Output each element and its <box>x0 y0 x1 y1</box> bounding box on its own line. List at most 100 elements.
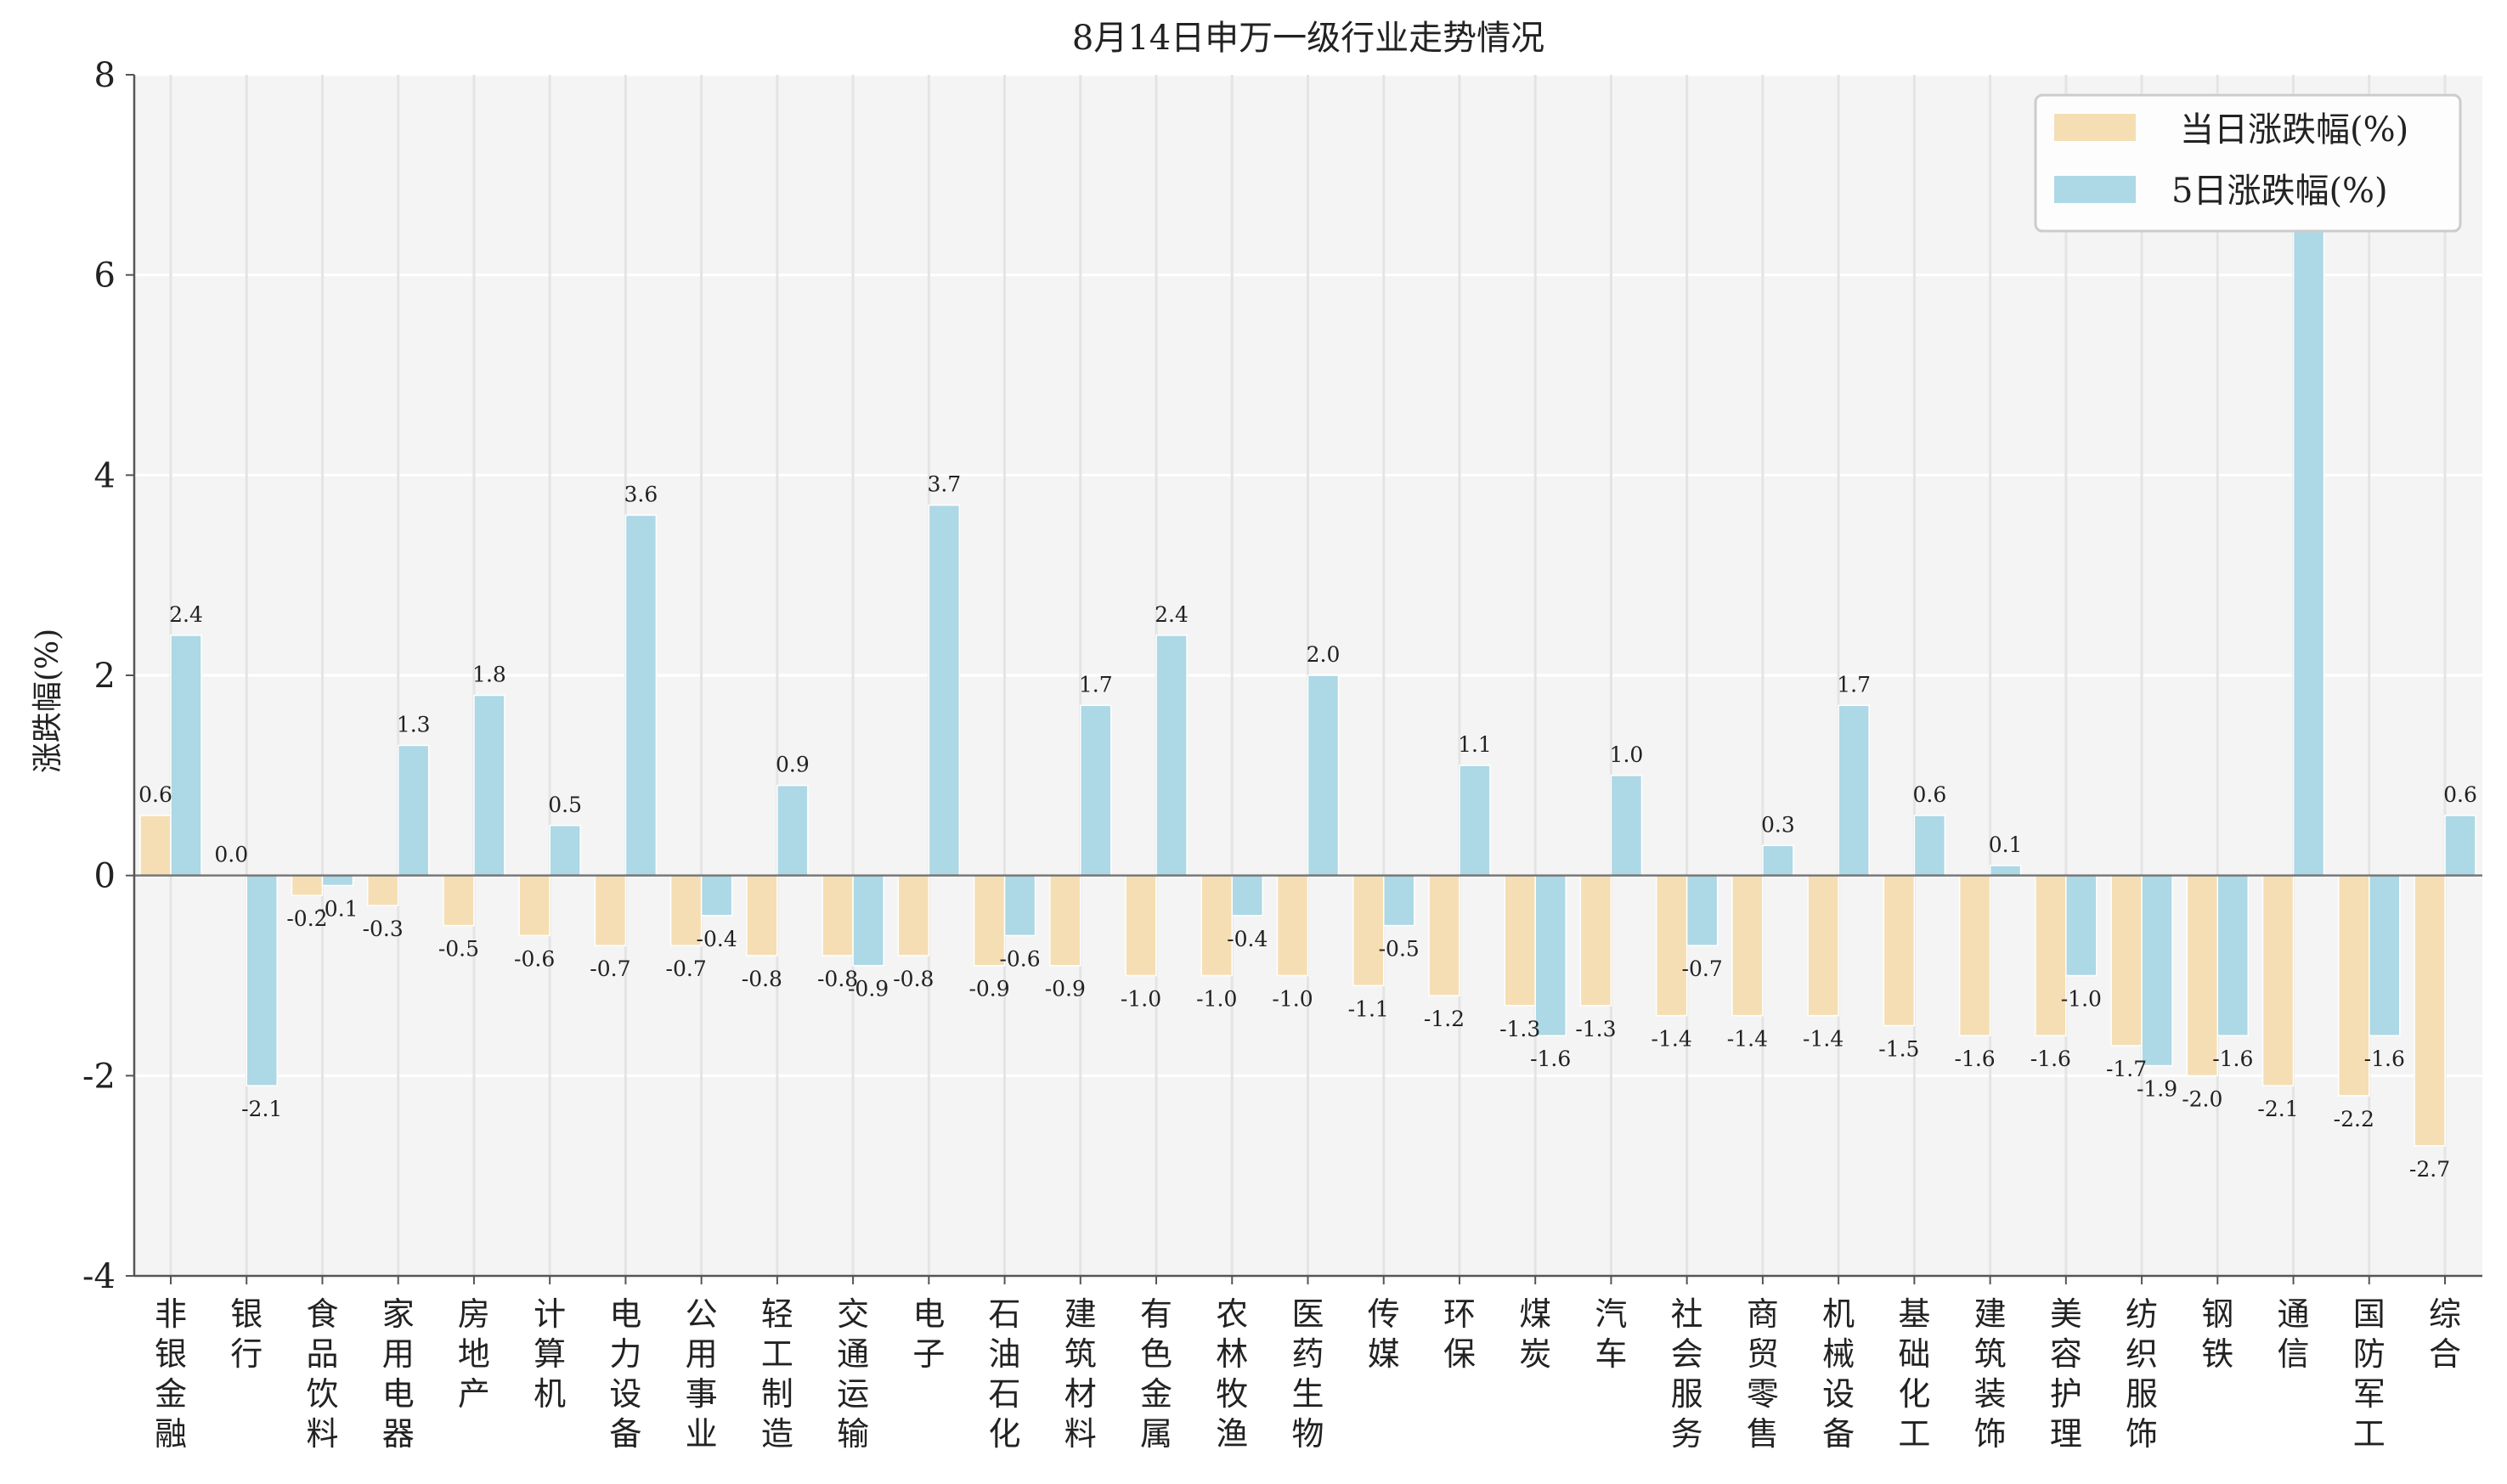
bar-daily <box>1580 876 1611 1006</box>
bar-5day <box>1460 765 1490 876</box>
bar-5day <box>474 696 505 876</box>
x-tick-label: 轻工制造 <box>761 1295 793 1453</box>
x-tick-label: 建筑装饰 <box>1974 1295 2007 1453</box>
x-tick-label: 机械设备 <box>1822 1295 1855 1453</box>
bar-daily <box>1050 876 1081 966</box>
x-tick-label: 非银金融 <box>155 1295 187 1453</box>
data-label: -1.4 <box>1803 1027 1844 1052</box>
bar-5day <box>1687 876 1718 945</box>
data-label: -1.6 <box>2364 1047 2405 1071</box>
bar-daily <box>1883 876 1914 1026</box>
data-label: 1.3 <box>397 712 431 736</box>
x-tick-label: 公用事业 <box>686 1295 718 1453</box>
bar-daily <box>368 876 398 906</box>
data-label: -1.6 <box>1954 1047 1995 1071</box>
x-tick-label: 钢铁 <box>2201 1295 2233 1373</box>
data-label: 1.1 <box>1458 732 1492 757</box>
bar-5day <box>1005 876 1036 936</box>
bar-5day <box>1081 705 1111 875</box>
bar-5day <box>398 745 429 875</box>
data-label: 0.6 <box>138 782 172 807</box>
bar-daily <box>140 815 171 876</box>
data-label: -1.3 <box>1499 1017 1540 1041</box>
bar-5day <box>625 515 656 875</box>
bar-5day <box>2066 876 2097 976</box>
data-label: -2.0 <box>2182 1086 2222 1111</box>
data-label: -1.3 <box>1575 1017 1616 1041</box>
bar-daily <box>822 876 853 956</box>
y-tick-label: 4 <box>94 456 116 495</box>
data-label: -1.0 <box>2061 987 2102 1012</box>
x-tick-label: 汽车 <box>1595 1295 1627 1373</box>
bar-5day <box>1914 815 1945 876</box>
legend-swatch-5day <box>2054 176 2136 203</box>
x-tick-label: 房地产 <box>458 1295 490 1413</box>
bar-5day <box>853 876 884 966</box>
bar-5day <box>550 826 580 876</box>
bar-daily <box>1278 876 1308 976</box>
data-label: 3.6 <box>624 482 658 506</box>
bar-daily <box>2187 876 2217 1076</box>
bar-5day <box>1156 635 1187 876</box>
y-tick-label: -2 <box>82 1057 116 1096</box>
data-label: -1.6 <box>2212 1047 2253 1071</box>
bar-daily <box>1732 876 1763 1016</box>
data-label: -2.1 <box>2257 1097 2298 1121</box>
bar-daily <box>747 876 777 956</box>
x-tick-label: 电力设备 <box>609 1295 641 1453</box>
bar-5day <box>1990 866 2021 876</box>
data-label: -0.8 <box>742 967 782 991</box>
data-label: -1.4 <box>1727 1027 1768 1052</box>
data-label: 0.0 <box>214 843 248 867</box>
data-label: -1.9 <box>2137 1077 2177 1102</box>
bar-5day <box>1384 876 1414 926</box>
data-label: 3.7 <box>927 472 961 497</box>
bar-5day <box>1763 845 1793 875</box>
data-label: -1.4 <box>1652 1027 1692 1052</box>
data-label: -0.3 <box>363 917 404 941</box>
bar-daily <box>1353 876 1384 986</box>
bar-daily <box>1808 876 1838 1016</box>
y-tick-label: 8 <box>94 56 116 95</box>
y-tick-label: 0 <box>94 857 116 896</box>
bar-daily <box>1505 876 1535 1006</box>
data-label: 2.4 <box>1155 602 1189 627</box>
y-tick-label: -4 <box>82 1257 116 1296</box>
bar-daily <box>1126 876 1156 976</box>
bar-daily <box>291 876 322 896</box>
y-tick-label: 2 <box>94 657 116 696</box>
x-tick-label: 电子 <box>912 1295 945 1373</box>
data-label: 1.7 <box>1079 672 1113 697</box>
bar-daily <box>595 876 625 945</box>
data-label: 0.5 <box>548 793 582 817</box>
data-label: 2.0 <box>1307 642 1341 667</box>
data-label: -0.5 <box>1379 937 1420 962</box>
x-tick-label: 农林牧渔 <box>1216 1295 1248 1453</box>
bar-5day <box>2445 815 2476 876</box>
bar-daily <box>443 876 474 926</box>
data-label: 2.4 <box>169 602 203 627</box>
data-label: -0.7 <box>1682 956 1723 981</box>
bar-5day <box>1535 876 1566 1036</box>
data-label: 0.6 <box>2443 782 2477 807</box>
data-label: -1.2 <box>1424 1007 1465 1031</box>
legend-label-5day: 5日涨跌幅(%) <box>2171 172 2388 211</box>
x-tick-label: 石油石化 <box>989 1295 1021 1453</box>
x-tick-label: 商贸零售 <box>1747 1295 1779 1453</box>
data-label: -2.7 <box>2409 1157 2450 1182</box>
data-label: -1.1 <box>1348 996 1389 1021</box>
bar-5day <box>702 876 732 916</box>
bar-daily <box>898 876 929 956</box>
bar-5day <box>2369 876 2400 1036</box>
x-tick-label: 煤炭 <box>1519 1295 1551 1373</box>
x-tick-label: 有色金属 <box>1140 1295 1172 1453</box>
y-tick-label: 6 <box>94 257 116 296</box>
bar-5day <box>2217 876 2248 1036</box>
data-label: 1.8 <box>472 663 506 687</box>
data-label: -2.2 <box>2334 1107 2374 1131</box>
bar-daily <box>2414 876 2445 1146</box>
data-label: 0.6 <box>1912 782 1946 807</box>
bar-5day <box>2294 185 2324 876</box>
data-label: 0.1 <box>1989 832 2023 857</box>
